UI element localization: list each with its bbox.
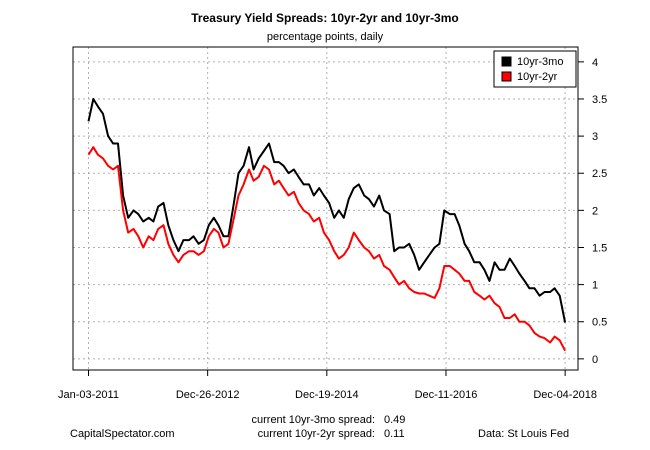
series-lines bbox=[87, 98, 567, 352]
y-tick-label: 0 bbox=[592, 354, 598, 366]
legend-swatch-10yr-3mo bbox=[501, 56, 512, 67]
x-tick-label: Dec-11-2016 bbox=[415, 389, 478, 401]
y-tick-label: 1.5 bbox=[592, 242, 607, 254]
y-axis: 0 0.5 1 1.5 2 2.5 3 3.5 4 bbox=[578, 57, 607, 366]
chart-title: Treasury Yield Spreads: 10yr-2yr and 10y… bbox=[191, 11, 458, 25]
spread-2yr-value: 0.11 bbox=[384, 428, 405, 440]
series-line-10yr-2yr bbox=[87, 146, 566, 352]
plot-frame bbox=[72, 46, 579, 371]
series-line-10yr-3mo bbox=[87, 98, 567, 323]
x-axis: Jan-03-2011 Dec-26-2012 Dec-19-2014 Dec-11-… bbox=[58, 370, 597, 401]
spread-2yr-label: current 10yr-2yr spread: bbox=[257, 428, 375, 440]
legend-label-10yr-3mo: 10yr-3mo bbox=[517, 56, 563, 68]
x-tick-label: Dec-04-2018 bbox=[533, 389, 597, 401]
y-tick-label: 0.5 bbox=[592, 317, 607, 329]
spread-3mo-value: 0.49 bbox=[384, 414, 406, 426]
legend-label-10yr-2yr: 10yr-2yr bbox=[517, 71, 558, 83]
chart-subtitle: percentage points, daily bbox=[267, 31, 384, 43]
grid bbox=[73, 47, 578, 370]
y-tick-label: 2.5 bbox=[592, 168, 607, 180]
y-tick-label: 4 bbox=[592, 57, 598, 69]
spread-3mo-label: current 10yr-3mo spread: bbox=[251, 414, 376, 426]
x-tick-label: Dec-19-2014 bbox=[295, 389, 359, 401]
y-tick-label: 1 bbox=[592, 280, 598, 292]
credit-source-site: CapitalSpectator.com bbox=[70, 428, 175, 440]
y-tick-label: 3.5 bbox=[592, 94, 607, 106]
y-tick-label: 3 bbox=[592, 131, 598, 143]
credit-data-source: Data: St Louis Fed bbox=[478, 428, 570, 440]
legend: 10yr-3mo 10yr-2yr bbox=[493, 50, 577, 88]
x-tick-label: Jan-03-2011 bbox=[58, 389, 119, 401]
y-tick-label: 2 bbox=[592, 205, 598, 217]
legend-swatch-10yr-2yr bbox=[501, 71, 512, 82]
x-tick-label: Dec-26-2012 bbox=[176, 389, 240, 401]
